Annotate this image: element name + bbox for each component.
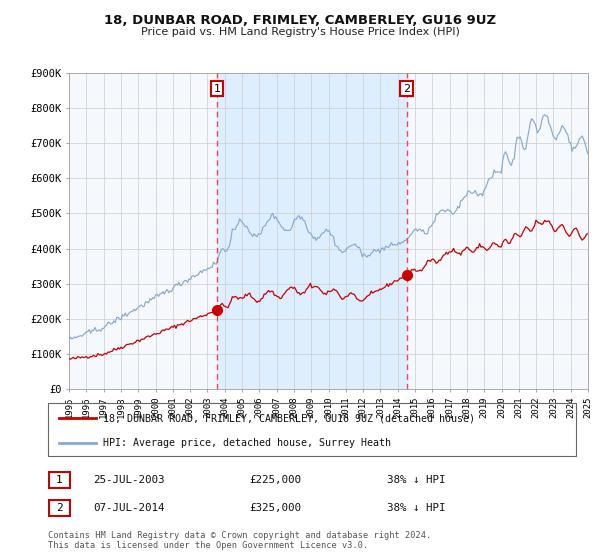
Text: 2: 2 <box>403 83 410 94</box>
Text: 38% ↓ HPI: 38% ↓ HPI <box>387 475 445 485</box>
Text: 1: 1 <box>214 83 221 94</box>
Text: 18, DUNBAR ROAD, FRIMLEY, CAMBERLEY, GU16 9UZ (detached house): 18, DUNBAR ROAD, FRIMLEY, CAMBERLEY, GU1… <box>103 413 475 423</box>
Text: 18, DUNBAR ROAD, FRIMLEY, CAMBERLEY, GU16 9UZ: 18, DUNBAR ROAD, FRIMLEY, CAMBERLEY, GU1… <box>104 14 496 27</box>
Text: £325,000: £325,000 <box>249 503 301 513</box>
Text: 38% ↓ HPI: 38% ↓ HPI <box>387 503 445 513</box>
Text: 1: 1 <box>56 475 63 485</box>
Bar <box>217 73 407 389</box>
Text: 07-JUL-2014: 07-JUL-2014 <box>93 503 164 513</box>
Text: Contains HM Land Registry data © Crown copyright and database right 2024.
This d: Contains HM Land Registry data © Crown c… <box>48 530 431 550</box>
Text: Price paid vs. HM Land Registry's House Price Index (HPI): Price paid vs. HM Land Registry's House … <box>140 27 460 37</box>
Text: HPI: Average price, detached house, Surrey Heath: HPI: Average price, detached house, Surr… <box>103 438 391 448</box>
Text: 25-JUL-2003: 25-JUL-2003 <box>93 475 164 485</box>
Text: 2: 2 <box>56 503 63 513</box>
Text: £225,000: £225,000 <box>249 475 301 485</box>
